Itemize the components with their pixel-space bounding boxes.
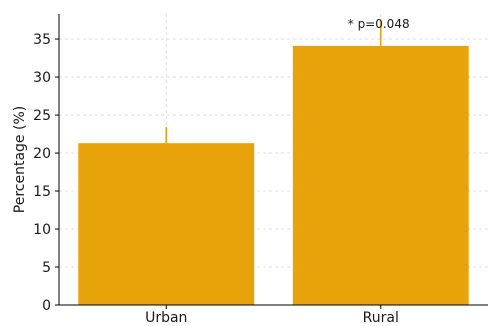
axis-layer bbox=[55, 14, 488, 309]
y-tick-label: 10 bbox=[33, 222, 51, 238]
y-tick-label: 5 bbox=[42, 260, 51, 276]
label-layer: 0 5 10 15 20 25 30 35 Urban Rural Percentage (%) * … bbox=[12, 17, 410, 326]
bar-urban bbox=[78, 143, 255, 305]
y-tick-label: 30 bbox=[33, 70, 51, 86]
significance-annotation: * p=0.048 bbox=[348, 17, 410, 31]
y-tick-label: 0 bbox=[42, 298, 51, 314]
x-tick-label-urban: Urban bbox=[145, 310, 187, 322]
y-tick-label: 15 bbox=[33, 184, 51, 200]
x-tick-label-rural: Rural bbox=[363, 310, 399, 322]
y-tick-label: 25 bbox=[33, 108, 51, 124]
bar-rural bbox=[292, 45, 469, 306]
bar-layer bbox=[78, 20, 469, 306]
y-axis-label: Percentage (%) bbox=[12, 106, 28, 213]
y-tick-label: 20 bbox=[33, 146, 51, 162]
y-tick-label: 35 bbox=[33, 32, 51, 48]
